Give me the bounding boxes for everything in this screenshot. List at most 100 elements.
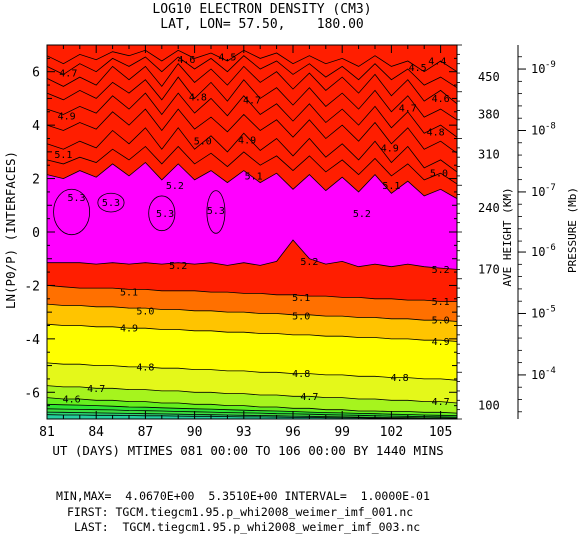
contour-line-lower-4.4 bbox=[46, 408, 458, 418]
pressure-tick-exponent-5: -4 bbox=[545, 366, 556, 376]
chart-subtitle: LAT, LON= 57.50, 180.00 bbox=[160, 17, 364, 32]
contour-label-7: 4.7 bbox=[243, 95, 261, 106]
pressure-axis-label: PRESSURE (Mb) bbox=[566, 187, 579, 273]
contour-label-5: 4.6 bbox=[432, 94, 450, 105]
contour-label-41: 4.7 bbox=[432, 397, 450, 408]
contour-line-layer bbox=[46, 49, 458, 420]
contour-line-lower-4.5 bbox=[46, 403, 458, 416]
contour-label-21: 5.3 bbox=[67, 193, 85, 204]
contour-line-upper-5.0 bbox=[46, 127, 458, 173]
contour-label-17: 5.1 bbox=[245, 171, 263, 182]
contour-label-10: 4.8 bbox=[427, 127, 445, 138]
contour-line-upper-4.4 bbox=[46, 49, 458, 73]
contour-label-18: 5.1 bbox=[382, 181, 400, 192]
contour-label-layer: 4.44.54.54.64.64.74.74.74.84.84.94.94.95… bbox=[54, 53, 449, 409]
contour-label-1: 4.4 bbox=[428, 57, 446, 68]
contour-line-lower-4.7 bbox=[46, 385, 458, 404]
contour-label-32: 5.0 bbox=[292, 312, 310, 323]
y-axis-label: LN(P0/P) (INTERFACES) bbox=[3, 151, 18, 309]
x-tick-label-84: 84 bbox=[88, 425, 104, 440]
contour-line-upper-5.1 bbox=[46, 145, 458, 185]
contour-label-33: 5.0 bbox=[432, 316, 450, 327]
pressure-tick-exponent-3: -6 bbox=[545, 243, 556, 253]
contour-label-37: 4.8 bbox=[292, 369, 310, 380]
contour-label-12: 4.9 bbox=[238, 135, 256, 146]
pressure-tick-label-3: 10 bbox=[531, 245, 545, 259]
y-tick-label--2: -2 bbox=[24, 279, 40, 294]
contour-label-16: 5.1 bbox=[54, 150, 72, 161]
contour-label-4: 4.6 bbox=[177, 55, 195, 66]
contour-label-38: 4.8 bbox=[391, 373, 409, 384]
contour-label-27: 5.2 bbox=[432, 265, 450, 276]
contour-label-20: 5.2 bbox=[353, 209, 371, 220]
contour-label-11: 4.9 bbox=[58, 111, 76, 122]
y-tick-label-6: 6 bbox=[32, 66, 40, 81]
x-axis-label: UT (DAYS) MTIMES 081 00:00 TO 106 00:00 … bbox=[52, 443, 443, 458]
x-tick-label-90: 90 bbox=[187, 425, 203, 440]
contour-label-40: 4.7 bbox=[300, 392, 318, 403]
contour-label-25: 5.2 bbox=[169, 261, 187, 272]
contour-label-30: 5.1 bbox=[432, 297, 450, 308]
contour-line-upper-5.2 bbox=[46, 161, 458, 199]
x-tick-label-93: 93 bbox=[236, 425, 252, 440]
contour-label-36: 4.8 bbox=[136, 362, 154, 373]
y-tick-label-0: 0 bbox=[32, 226, 40, 241]
contour-line-lower-4.3 bbox=[46, 411, 458, 419]
height-axis-label: AVE HEIGHT (KM) bbox=[501, 187, 514, 286]
footer-last-file: LAST: TGCM.tiegcm1.95.p_whi2008_weimer_i… bbox=[74, 520, 420, 534]
height-tick-label-240: 240 bbox=[478, 201, 500, 215]
contour-label-13: 4.9 bbox=[381, 143, 399, 154]
contour-label-15: 5.0 bbox=[430, 169, 448, 180]
height-tick-label-380: 380 bbox=[478, 107, 500, 121]
fill-upper-below-5.2 bbox=[47, 45, 457, 199]
contour-5.3-loop-3 bbox=[148, 195, 176, 232]
contour-label-39: 4.7 bbox=[87, 384, 105, 395]
contour-label-23: 5.3 bbox=[156, 209, 174, 220]
contour-line-lower-4.6 bbox=[46, 397, 458, 414]
contour-label-34: 4.9 bbox=[120, 324, 138, 335]
contour-line-upper-4.5 bbox=[46, 55, 458, 89]
x-tick-label-87: 87 bbox=[138, 425, 154, 440]
y-tick-label--6: -6 bbox=[24, 386, 40, 401]
contour-line-upper-4.9 bbox=[46, 108, 458, 154]
y-tick-label-2: 2 bbox=[32, 173, 40, 188]
x-tick-label-102: 102 bbox=[380, 425, 403, 440]
contour-label-14: 5.0 bbox=[194, 137, 212, 148]
contour-label-31: 5.0 bbox=[136, 306, 154, 317]
contour-5.3-loop-4 bbox=[206, 190, 226, 234]
contour-line-upper-4.8 bbox=[46, 92, 458, 138]
contour-5.3-loop-2 bbox=[97, 192, 125, 213]
pressure-tick-exponent-4: -5 bbox=[545, 304, 556, 314]
pressure-tick-exponent-0: -9 bbox=[545, 60, 556, 70]
footer-minmax: MIN,MAX= 4.0670E+00 5.3510E+00 INTERVAL=… bbox=[56, 489, 430, 503]
chart-title: LOG10 ELECTRON DENSITY (CM3) bbox=[152, 2, 371, 17]
contour-label-8: 4.7 bbox=[399, 103, 417, 114]
pressure-tick-label-5: 10 bbox=[531, 368, 545, 382]
axes-layer: 81 84 87 90 93 96 99 102 105 6 4 2 0 -2 -4 -6 450 380 310 2… bbox=[24, 44, 556, 440]
pressure-tick-exponent-2: -7 bbox=[545, 183, 556, 193]
contour-line-lower-4.2 bbox=[46, 414, 457, 420]
contour-line-upper-4.7 bbox=[46, 76, 458, 121]
y-tick-label--4: -4 bbox=[24, 333, 40, 348]
footer-first-file: FIRST: TGCM.tiegcm1.95.p_whi2008_weimer_… bbox=[67, 505, 413, 519]
contour-line-lower-5.1 bbox=[46, 285, 457, 302]
contour-label-42: 4.6 bbox=[63, 394, 81, 405]
contour-label-19: 5.2 bbox=[166, 181, 184, 192]
contour-label-28: 5.1 bbox=[120, 288, 138, 299]
height-tick-label-100: 100 bbox=[478, 399, 500, 413]
y-tick-label-4: 4 bbox=[32, 119, 40, 134]
contour-line-upper-4.6 bbox=[46, 63, 458, 105]
contour-label-26: 5.2 bbox=[300, 257, 318, 268]
contour-label-2: 4.5 bbox=[409, 63, 427, 74]
contour-label-24: 5.3 bbox=[207, 206, 225, 217]
contour-line-lower-5.2 bbox=[47, 239, 458, 270]
pressure-tick-label-4: 10 bbox=[531, 306, 545, 320]
x-tick-label-81: 81 bbox=[39, 425, 55, 440]
x-tick-label-99: 99 bbox=[334, 425, 350, 440]
contour-label-29: 5.1 bbox=[292, 293, 310, 304]
contour-5.3-loop-1 bbox=[53, 188, 91, 236]
height-tick-label-310: 310 bbox=[478, 148, 500, 162]
height-tick-label-450: 450 bbox=[478, 70, 500, 84]
pressure-tick-exponent-1: -8 bbox=[545, 121, 556, 131]
